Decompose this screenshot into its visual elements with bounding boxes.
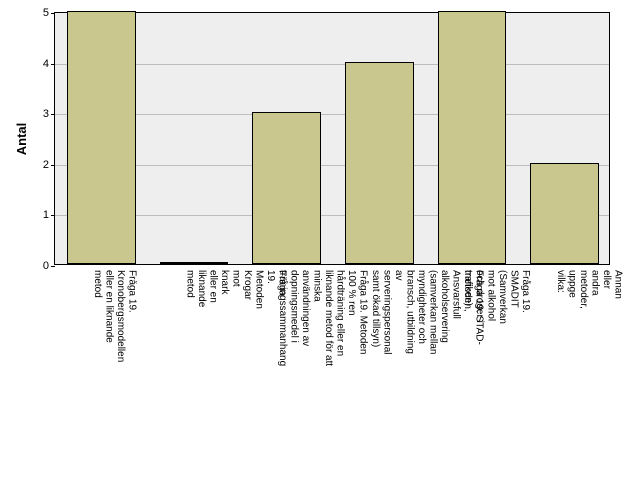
y-tick-label: 0 [43,260,49,272]
bar [438,11,507,264]
bar [530,163,599,264]
y-tick-label: 5 [43,7,49,19]
y-tick-label: 4 [43,58,49,70]
y-tick-mark [51,215,55,216]
y-tick-mark [51,266,55,267]
x-tick-label: Fråga 19. SMADIT (Samverkan mot alkohol … [462,270,531,324]
y-tick-label: 1 [43,209,49,221]
y-axis-label: Antal [14,122,29,155]
bar [252,112,321,264]
y-tick-label: 2 [43,159,49,171]
gridline [55,165,609,166]
y-tick-mark [51,165,55,166]
gridline [55,215,609,216]
y-tick-mark [51,13,55,14]
gridline [55,114,609,115]
y-tick-mark [51,114,55,115]
x-tick-label: Fråga 19. Metoden Krogar mot knark eller… [184,270,288,309]
bar [345,62,414,264]
chart-plot-area: 012345Fråga 19. Kronobergsmodellen eller… [54,12,610,265]
x-tick-label: Fråga 19. Metoden 100 % ren hårdträning … [277,270,369,366]
x-tick-label: Fråga 19. Kronobergsmodellen eller en li… [91,270,137,362]
gridline [55,64,609,65]
bar [67,11,136,264]
y-tick-label: 3 [43,108,49,120]
bar [160,262,229,264]
x-tick-label: Fråga 19. Annan eller andra metoder, upp… [555,270,626,309]
y-tick-mark [51,64,55,65]
